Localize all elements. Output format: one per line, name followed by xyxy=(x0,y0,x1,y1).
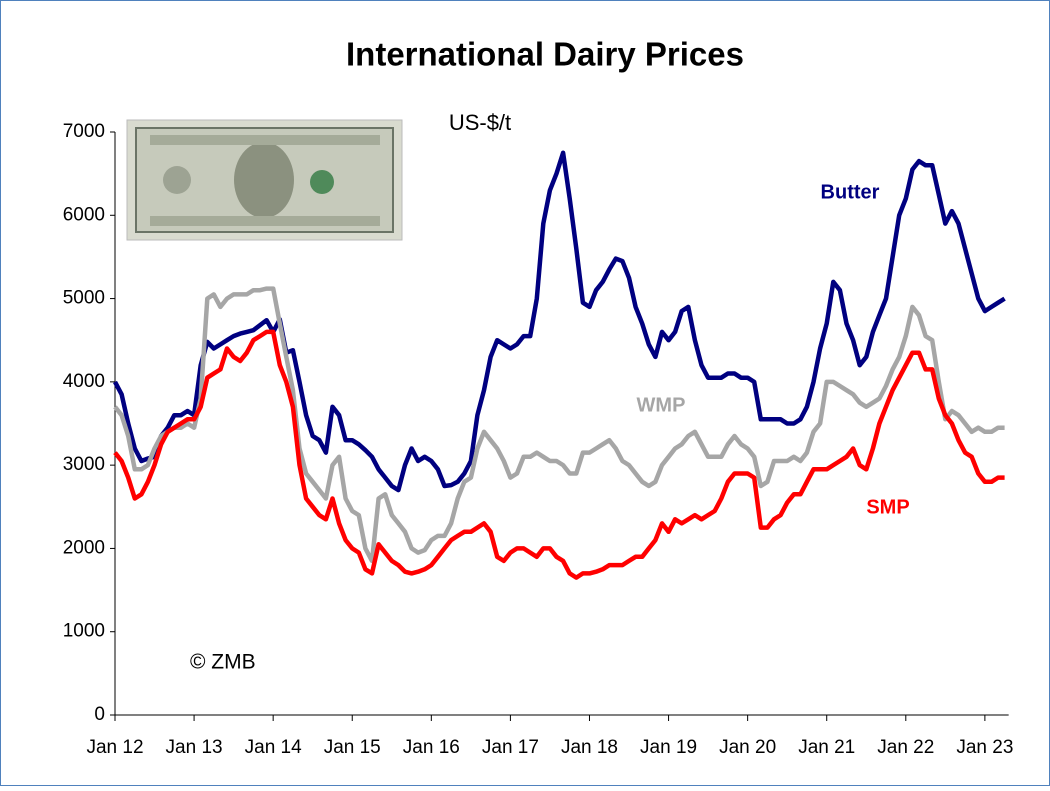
x-tick-label: Jan 13 xyxy=(166,737,223,758)
chart: International Dairy Prices US-$/t © ZMB … xyxy=(0,0,1050,786)
x-tick-label: Jan 16 xyxy=(403,737,460,758)
series-label: WMP xyxy=(637,394,686,416)
y-tick-label: 4000 xyxy=(63,371,105,392)
x-tick-label: Jan 19 xyxy=(640,737,697,758)
x-tick-label: Jan 22 xyxy=(877,737,934,758)
y-tick-label: 3000 xyxy=(63,454,105,475)
series-label: SMP xyxy=(866,496,909,518)
y-unit: US-$/t xyxy=(449,110,511,135)
series-label: Butter xyxy=(821,181,880,203)
credit: © ZMB xyxy=(190,651,256,674)
x-tick-label: Jan 21 xyxy=(798,737,855,758)
x-tick-label: Jan 14 xyxy=(245,737,302,758)
x-tick-label: Jan 12 xyxy=(86,737,143,758)
x-tick-label: Jan 23 xyxy=(956,737,1013,758)
chart-title: International Dairy Prices xyxy=(346,36,744,73)
x-tick-label: Jan 18 xyxy=(561,737,618,758)
x-tick-label: Jan 17 xyxy=(482,737,539,758)
y-tick-label: 0 xyxy=(94,704,105,725)
y-tick-label: 5000 xyxy=(63,288,105,309)
y-tick-label: 7000 xyxy=(63,121,105,142)
y-tick-label: 2000 xyxy=(63,537,105,558)
x-tick-label: Jan 20 xyxy=(719,737,776,758)
dollar-bill xyxy=(127,120,402,240)
y-tick-label: 6000 xyxy=(63,204,105,225)
y-tick-label: 1000 xyxy=(63,621,105,642)
x-tick-label: Jan 15 xyxy=(324,737,381,758)
page: International Dairy Prices US-$/t © ZMB … xyxy=(0,0,1050,791)
